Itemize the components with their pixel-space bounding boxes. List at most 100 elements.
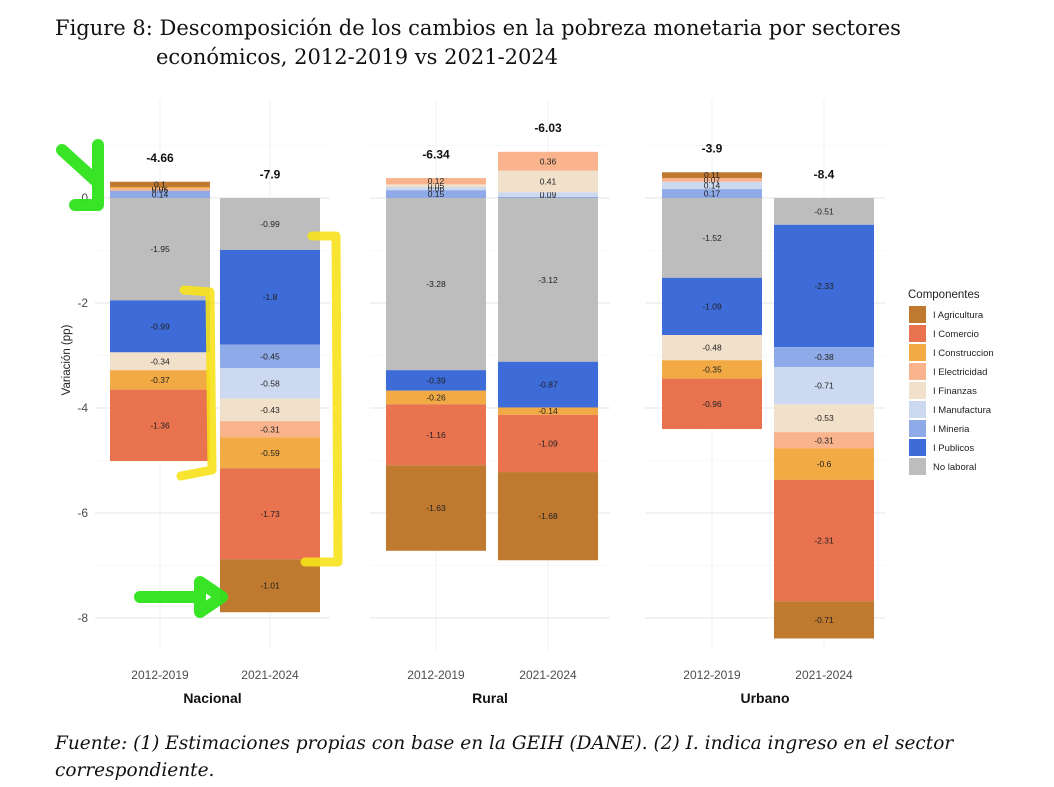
legend-label-i-finanzas: I Finanzas bbox=[933, 386, 977, 397]
nacional-2021-2024-bar-segment-i-publicos bbox=[220, 249, 320, 345]
nacional-2012-2019-segment-label-i-construccion: 0.02 bbox=[152, 183, 169, 193]
urbano-2021-2024-segment-label-i-electricidad: -0.31 bbox=[814, 435, 834, 445]
yellow-bracket-annotation-right bbox=[300, 231, 343, 567]
nacional-2021-2024-bar-segment-i-finanzas bbox=[220, 398, 320, 422]
rural-2021-2024-bar-segment-i-electricidad bbox=[498, 151, 598, 171]
urbano-2021-2024-segment-label-no-laboral: -0.51 bbox=[814, 206, 834, 216]
rural-2012-2019-segment-label-i-manufactura: 0.06 bbox=[428, 184, 445, 194]
urbano-2021-2024-bar-segment-i-electricidad bbox=[774, 432, 874, 449]
nacional-2012-2019-segment-label-i-mineria: 0.14 bbox=[152, 189, 169, 199]
urbano-2012-2019-bar-segment-i-comercio bbox=[662, 378, 762, 429]
urbano-2021-2024-segment-label-i-finanzas: -0.53 bbox=[814, 413, 834, 423]
urbano-2012-2019-bar-segment-i-publicos bbox=[662, 277, 762, 336]
nacional-2021-2024-segment-label-i-manufactura: -0.58 bbox=[260, 378, 280, 388]
y-tick-label-3: -6 bbox=[77, 506, 88, 520]
urbano-2021-2024-segment-label-i-construccion: -0.6 bbox=[817, 459, 832, 469]
nacional-2012-2019-bar-segment-i-agricultura bbox=[110, 181, 210, 187]
urbano-2021-2024-bar-segment-no-laboral bbox=[774, 198, 874, 225]
rural-panel-label: Rural bbox=[472, 690, 508, 706]
rural-2012-2019-bar-segment-i-comercio bbox=[386, 404, 486, 466]
rural-2021-2024-segment-label-i-publicos: -0.87 bbox=[538, 380, 558, 390]
urbano-2021-2024-segment-label-i-manufactura: -0.71 bbox=[814, 381, 834, 391]
nacional-2012-2019-segment-label-no-laboral: -1.95 bbox=[150, 244, 170, 254]
rural-2012-2019-bar-segment-i-mineria bbox=[386, 190, 486, 198]
urbano-2012-2019-segment-label-i-construccion: -0.35 bbox=[702, 364, 722, 374]
nacional-2012-2019-bar-segment-i-publicos bbox=[110, 300, 210, 353]
rural-2012-2019-segment-label-i-publicos: -0.39 bbox=[426, 375, 446, 385]
urbano-2021-2024-bar-segment-i-comercio bbox=[774, 479, 874, 602]
nacional-2012-2019-bar-segment-i-comercio bbox=[110, 389, 210, 462]
rural-2012-2019-x-tick-label: 2012-2019 bbox=[407, 668, 465, 682]
y-tick-label-1: -2 bbox=[77, 296, 88, 310]
urbano-2021-2024-bar-segment-i-construccion bbox=[774, 448, 874, 480]
urbano-2021-2024-segment-label-i-publicos: -2.33 bbox=[814, 281, 834, 291]
legend-label-i-agricultura: I Agricultura bbox=[933, 310, 984, 321]
rural-2021-2024-bar-segment-i-comercio bbox=[498, 414, 598, 473]
y-tick-label-4: -8 bbox=[77, 611, 88, 625]
nacional-2012-2019-x-tick-label: 2012-2019 bbox=[131, 668, 189, 682]
rural-2021-2024-bar-segment-i-agricultura bbox=[498, 472, 598, 561]
rural-2021-2024-total-label: -6.03 bbox=[534, 121, 562, 135]
legend-label-i-mineria: I Mineria bbox=[933, 424, 970, 435]
urbano-2012-2019-bar-segment-i-construccion bbox=[662, 360, 762, 379]
urbano-2021-2024-segment-label-i-comercio: -2.31 bbox=[814, 536, 834, 546]
rural-2021-2024-bar-segment-i-mineria bbox=[498, 196, 598, 198]
nacional-2012-2019-bar-segment-no-laboral bbox=[110, 198, 210, 301]
rural-2021-2024-segment-label-i-agricultura: -1.68 bbox=[538, 511, 558, 521]
rural-2021-2024-segment-label-i-finanzas: 0.41 bbox=[540, 176, 557, 186]
nacional-2021-2024-bar-segment-i-manufactura bbox=[220, 368, 320, 399]
urbano-2012-2019-total-label: -3.9 bbox=[702, 142, 723, 156]
rural-2021-2024-bar-segment-no-laboral bbox=[498, 198, 598, 362]
rural-2012-2019-segment-label-no-laboral: -3.28 bbox=[426, 279, 446, 289]
nacional-2021-2024-bar-segment-i-electricidad bbox=[220, 421, 320, 438]
rural-2021-2024-segment-label-i-manufactura: 0.09 bbox=[540, 190, 557, 200]
nacional-2012-2019-bar-segment-i-finanzas bbox=[110, 352, 210, 371]
rural-2021-2024-segment-label-i-mineria: 0.02 bbox=[540, 192, 557, 202]
nacional-2021-2024-bar-segment-i-comercio bbox=[220, 468, 320, 560]
nacional-2021-2024-bar-segment-i-agricultura bbox=[220, 559, 320, 613]
urbano-2012-2019-segment-label-no-laboral: -1.52 bbox=[702, 233, 722, 243]
urbano-2012-2019-bar-segment-i-manufactura bbox=[662, 181, 762, 190]
rural-2012-2019-bar-segment-i-construccion bbox=[386, 390, 486, 405]
urbano-2021-2024-bar-segment-i-agricultura bbox=[774, 601, 874, 639]
legend-swatch-i-manufactura bbox=[909, 401, 926, 418]
figure-source-note: Fuente: (1) Estimaciones propias con bas… bbox=[55, 733, 954, 781]
nacional-2012-2019-bar-segment-i-construccion bbox=[110, 186, 210, 189]
nacional-2012-2019-segment-label-i-finanzas: -0.34 bbox=[150, 356, 170, 366]
nacional-2021-2024-segment-label-i-finanzas: -0.43 bbox=[260, 405, 280, 415]
urbano-2021-2024-bar-segment-i-publicos bbox=[774, 224, 874, 348]
legend-label-i-electricidad: I Electricidad bbox=[933, 367, 987, 378]
urbano-2012-2019-bar-segment-i-finanzas bbox=[662, 335, 762, 361]
rural-2012-2019-bar-segment-i-publicos bbox=[386, 370, 486, 391]
nacional-2012-2019-bar-segment-i-electricidad bbox=[110, 188, 210, 191]
legend-swatch-i-finanzas bbox=[909, 382, 926, 399]
legend-label-i-publicos: I Publicos bbox=[933, 443, 974, 454]
urbano-2012-2019-bar-segment-i-electricidad bbox=[662, 178, 762, 182]
urbano-2021-2024-segment-label-i-agricultura: -0.71 bbox=[814, 615, 834, 625]
urbano-2012-2019-segment-label-i-finanzas: -0.48 bbox=[702, 343, 722, 353]
urbano-2012-2019-segment-label-i-comercio: -0.96 bbox=[702, 399, 722, 409]
legend-swatch-i-comercio bbox=[909, 325, 926, 342]
y-tick-label-2: -4 bbox=[77, 401, 88, 415]
legend-title: Componentes bbox=[908, 289, 980, 301]
rural-2012-2019-bar-segment-i-finanzas bbox=[386, 184, 486, 187]
rural-2012-2019-segment-label-i-comercio: -1.16 bbox=[426, 430, 446, 440]
rural-2021-2024-segment-label-i-electricidad: 0.36 bbox=[540, 156, 557, 166]
urbano-2012-2019-segment-label-i-publicos: -1.09 bbox=[702, 301, 722, 311]
rural-2012-2019-bar-segment-i-manufactura bbox=[386, 186, 486, 191]
urbano-panel-label: Urbano bbox=[741, 690, 790, 706]
legend-swatch-i-construccion bbox=[909, 344, 926, 361]
urbano-2021-2024-bar-segment-i-manufactura bbox=[774, 367, 874, 405]
nacional-2021-2024-bar-segment-no-laboral bbox=[220, 198, 320, 250]
urbano-2021-2024-bar-segment-i-mineria bbox=[774, 347, 874, 368]
rural-2021-2024-bar-segment-i-finanzas bbox=[498, 170, 598, 193]
legend-label-i-comercio: I Comercio bbox=[933, 329, 979, 340]
legend-label-no-laboral: No laboral bbox=[933, 462, 976, 473]
nacional-2021-2024-segment-label-no-laboral: -0.99 bbox=[260, 219, 280, 229]
rural-2021-2024-bar-segment-i-construccion bbox=[498, 407, 598, 415]
rural-2012-2019-segment-label-i-finanzas: 0.05 bbox=[428, 181, 445, 191]
nacional-2021-2024-segment-label-i-agricultura: -1.01 bbox=[260, 581, 280, 591]
legend-label-i-manufactura: I Manufactura bbox=[933, 405, 992, 416]
urbano-2012-2019-bar-segment-no-laboral bbox=[662, 198, 762, 278]
